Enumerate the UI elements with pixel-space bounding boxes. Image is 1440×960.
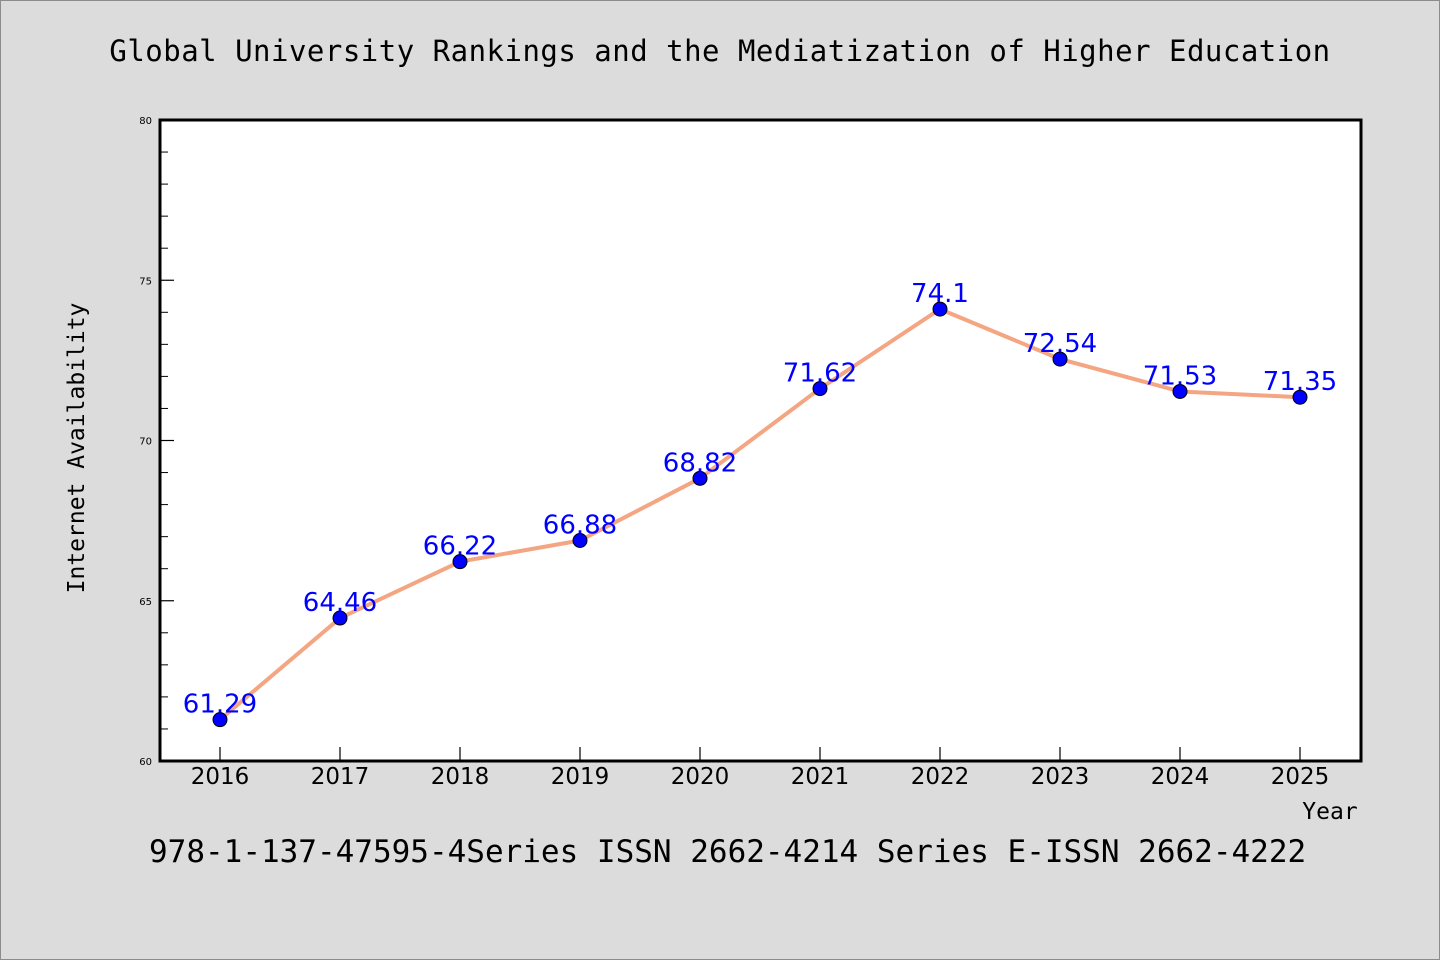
series-markers <box>212 301 1308 728</box>
y-minor-ticks <box>160 151 168 730</box>
y-tick-label: 65 <box>139 597 152 608</box>
x-axis-label: Year <box>1302 799 1357 825</box>
y-tick-label: 75 <box>139 276 152 287</box>
data-point <box>812 381 828 397</box>
data-point <box>932 301 948 317</box>
chart-title: Global University Rankings and the Media… <box>109 34 1331 68</box>
y-tick-label: 60 <box>139 757 152 768</box>
data-label: 72.54 <box>1023 329 1097 359</box>
data-label: 68.82 <box>663 448 737 478</box>
y-tick-label: 80 <box>139 116 152 127</box>
data-point <box>212 712 228 728</box>
data-label: 71.53 <box>1143 361 1217 391</box>
data-labels: 61.29 64.46 66.22 66.88 68.82 71.62 74.1 72.54 7… <box>183 279 1337 720</box>
data-label: 74.1 <box>911 279 969 309</box>
footer-isbn-issn: 978-1-137-47595-4Series ISSN 2662-4214 S… <box>149 834 1307 870</box>
y-axis-ticks: 60 65 70 75 80 <box>139 116 174 768</box>
data-point <box>572 532 588 548</box>
data-label: 66.88 <box>543 510 617 540</box>
x-axis-ticks: 2016 2017 2018 2019 2020 2021 2022 2023 2024 2025 <box>191 747 1330 790</box>
data-point <box>1292 389 1308 405</box>
data-label: 71.62 <box>783 359 857 389</box>
x-tick-label: 2019 <box>551 764 610 790</box>
x-tick-label: 2016 <box>191 764 250 790</box>
data-point <box>1052 351 1068 367</box>
data-point <box>692 470 708 486</box>
x-tick-label: 2021 <box>791 764 850 790</box>
data-label: 64.46 <box>303 588 377 618</box>
data-point <box>452 554 468 570</box>
data-label: 66.22 <box>423 532 497 562</box>
data-label: 71.35 <box>1263 367 1337 397</box>
y-axis-label: Internet Availability <box>64 303 90 594</box>
data-label: 61.29 <box>183 690 257 720</box>
x-tick-label: 2022 <box>911 764 970 790</box>
x-tick-label: 2023 <box>1031 764 1090 790</box>
data-point <box>332 610 348 626</box>
x-tick-label: 2017 <box>311 764 370 790</box>
data-point <box>1172 383 1188 399</box>
y-tick-label: 70 <box>139 437 152 448</box>
x-tick-label: 2018 <box>431 764 490 790</box>
x-tick-label: 2020 <box>671 764 730 790</box>
series-line <box>218 307 1301 722</box>
x-tick-label: 2024 <box>1151 764 1210 790</box>
plot-area <box>158 118 1363 763</box>
x-tick-label: 2025 <box>1271 764 1330 790</box>
